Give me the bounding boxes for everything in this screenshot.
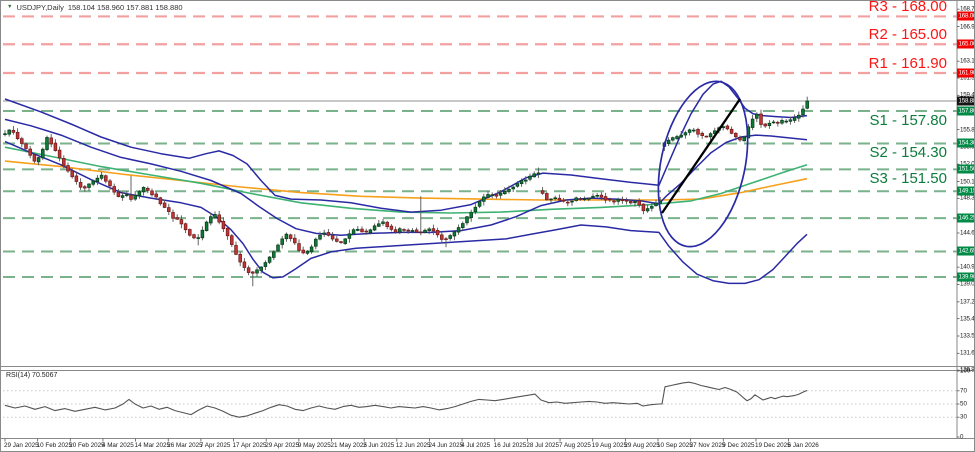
support-label-s1[interactable]: S1 - 157.80 <box>869 112 947 129</box>
symbol-name: USDJPY,Daily <box>16 3 64 12</box>
bollinger-lower-band[interactable] <box>4 140 808 285</box>
symbol-ohlc-values: 158.104 158.960 157.881 158.880 <box>67 3 183 12</box>
support-label-s2[interactable]: S2 - 154.30 <box>869 144 947 162</box>
support-label-s3[interactable]: S3 - 151.50 <box>869 170 947 188</box>
breakout-ellipse-annotation[interactable] <box>644 73 761 255</box>
symbol-title: ▼ USDJPY,Daily 158.104 158.960 157.881 1… <box>7 3 183 12</box>
resistance-label-r1[interactable]: R1 - 161.90 <box>868 55 947 72</box>
rsi-line[interactable] <box>4 381 808 418</box>
trendline-annotation[interactable] <box>661 98 741 214</box>
ma-slow-line[interactable] <box>4 160 808 201</box>
resistance-label-r2[interactable]: R2 - 165.00 <box>868 26 947 44</box>
resistance-label-r3[interactable]: R3 - 168.00 <box>868 0 947 16</box>
ma-fast-line[interactable] <box>4 146 808 214</box>
rsi-indicator-label: RSI(14) 70.5067 <box>6 372 58 379</box>
symbol-marker-icon: ▼ <box>7 3 13 10</box>
bollinger-middle-band[interactable] <box>4 118 808 236</box>
candles-layer <box>3 96 809 287</box>
